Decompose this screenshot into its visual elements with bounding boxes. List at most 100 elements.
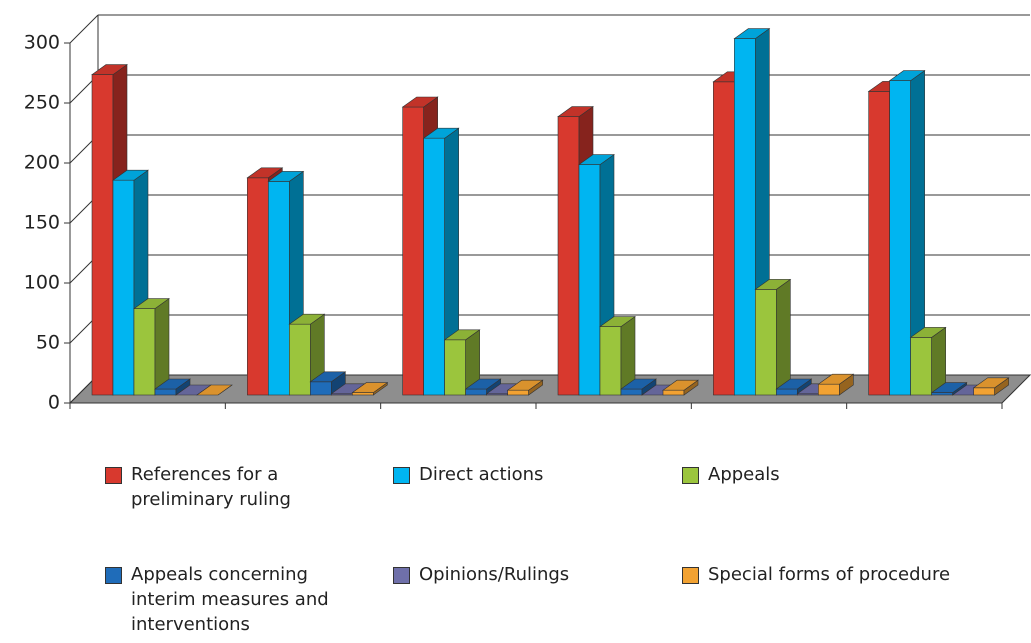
y-tick-label: 150 — [24, 212, 60, 234]
bar — [133, 298, 170, 396]
bar-top — [662, 379, 699, 391]
bar-front — [423, 137, 445, 396]
bar-front — [910, 337, 932, 396]
bar-top — [246, 167, 284, 179]
y-tick-label: 50 — [36, 332, 60, 354]
bar-front — [310, 381, 332, 396]
bar-front — [268, 181, 290, 396]
bar-top — [112, 169, 149, 181]
bar-front — [868, 91, 890, 396]
y-tick-label: 250 — [24, 92, 60, 114]
bar — [443, 329, 481, 396]
bar-top — [267, 171, 305, 182]
bar-front — [620, 388, 643, 396]
bar — [196, 384, 233, 396]
bar-front — [352, 392, 374, 396]
bar-top — [91, 64, 128, 75]
bar-front — [557, 116, 580, 396]
y-tick-label: 0 — [48, 392, 60, 414]
bar-front — [973, 387, 995, 396]
legend-swatch — [393, 467, 410, 484]
legend-item: Special forms of procedure — [682, 562, 1028, 587]
bar-front — [507, 389, 529, 396]
legend-item: Opinions/Rulings — [393, 562, 624, 587]
bar-top — [133, 298, 170, 309]
bar-front — [662, 389, 685, 396]
bar-top — [775, 378, 813, 390]
bar-top — [351, 382, 389, 393]
bar — [506, 379, 544, 396]
bar-top — [422, 127, 460, 139]
legend-label: References for a preliminary ruling — [131, 464, 291, 510]
legend-item: Appeals — [682, 462, 1028, 487]
legend-swatch — [682, 467, 699, 484]
legend-label: Appeals concerning interim measures and … — [131, 564, 329, 635]
legend-label: Special forms of procedure — [708, 564, 951, 585]
bar — [464, 378, 502, 396]
bar-top — [506, 379, 544, 391]
bar — [909, 326, 947, 396]
legend-swatch — [393, 567, 410, 584]
bar-top — [888, 70, 926, 81]
bar-front — [889, 80, 911, 396]
bar-front — [713, 81, 735, 396]
bar — [888, 70, 926, 396]
legend-item: Direct actions — [393, 462, 624, 487]
bar-front — [112, 179, 135, 396]
bar-top — [733, 28, 771, 39]
bar-top — [443, 329, 481, 341]
bar-top — [930, 382, 968, 393]
bar-front — [931, 392, 953, 396]
bar-top — [578, 154, 615, 165]
legend-swatch — [682, 567, 699, 584]
bar — [775, 378, 813, 396]
legend-item: Appeals concerning interim measures and … — [105, 562, 336, 637]
bar — [817, 373, 855, 396]
bar-top — [557, 106, 594, 117]
x-tick-label: 2001 — [279, 429, 327, 431]
bar-top — [817, 373, 855, 385]
bar-top — [196, 384, 233, 396]
legend-label: Direct actions — [419, 464, 544, 485]
bar-front — [599, 326, 622, 396]
bar-top — [599, 316, 636, 327]
bar-front — [818, 383, 840, 396]
legend-item: References for a preliminary ruling — [105, 462, 336, 512]
bar-front — [91, 74, 114, 396]
bar-front — [133, 308, 156, 396]
bar — [351, 382, 389, 396]
bar — [972, 377, 1010, 396]
y-tick-label: 100 — [24, 272, 60, 294]
legend-swatch — [105, 567, 122, 584]
bar-front — [776, 388, 798, 396]
bar-top — [909, 327, 947, 338]
bar-top — [401, 96, 439, 108]
bar-top — [309, 371, 347, 383]
bar-side — [776, 278, 791, 396]
bar-top — [754, 279, 792, 290]
legend-label: Appeals — [708, 464, 780, 485]
bar-front — [289, 323, 311, 396]
bar-top — [972, 377, 1010, 389]
bar — [599, 316, 636, 396]
bar-top — [288, 313, 326, 325]
bar — [754, 278, 792, 396]
bar-front — [578, 164, 601, 396]
bar — [422, 127, 460, 396]
x-tick-label: 2000 — [123, 429, 171, 431]
bar-front — [247, 177, 269, 396]
legend-swatch — [105, 467, 122, 484]
x-tick-label: 2004 — [745, 429, 793, 431]
bar — [930, 382, 968, 396]
bar-front — [465, 388, 487, 396]
wall-grid — [69, 14, 99, 44]
y-tick-label: 300 — [24, 32, 60, 54]
x-tick-label: 2003 — [589, 429, 637, 431]
bar-front — [444, 339, 466, 396]
bar-top — [464, 378, 502, 390]
bar-front — [402, 106, 424, 396]
x-tick-label: 2005 — [900, 429, 948, 431]
